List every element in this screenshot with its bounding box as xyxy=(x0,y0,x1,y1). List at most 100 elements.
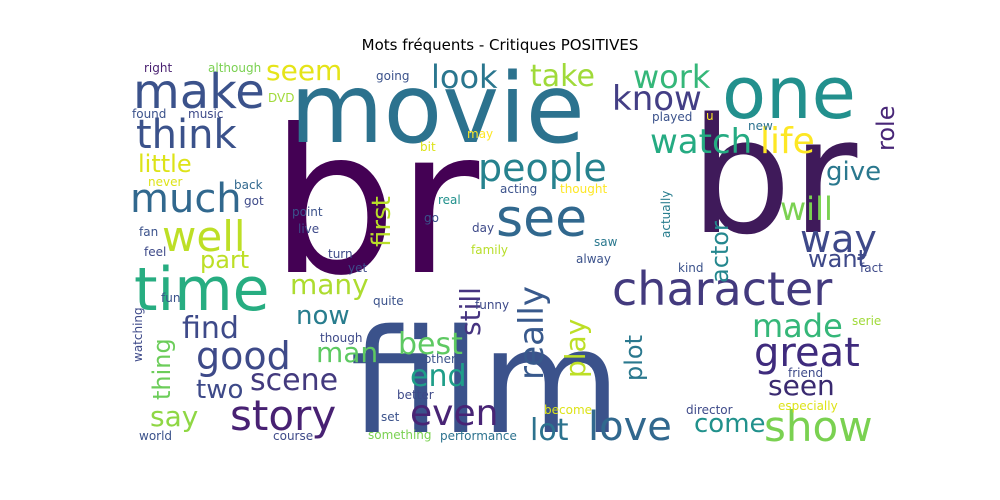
word-may-61: may xyxy=(467,127,493,141)
word-especially-95: especially xyxy=(778,399,838,413)
word-thought-63: thought xyxy=(560,182,607,196)
word-well-18: well xyxy=(162,212,246,261)
word-acting-64: acting xyxy=(500,182,537,196)
word-give-44: give xyxy=(826,157,881,187)
word-part-46: part xyxy=(200,246,249,274)
word-feel-74: feel xyxy=(144,245,166,259)
word-character-8: character xyxy=(612,262,832,316)
word-performance-99: performance xyxy=(440,429,517,443)
word-br-0: br xyxy=(270,87,480,320)
word-even-16: even xyxy=(410,393,498,434)
word-seen-34: seen xyxy=(768,369,835,402)
word-take-26: take xyxy=(530,59,595,94)
word-lot-31: lot xyxy=(530,413,569,448)
word-music-56: music xyxy=(188,107,223,121)
word-good-10: good xyxy=(196,334,291,378)
word-fan-73: fan xyxy=(139,225,158,239)
word-u-100: u xyxy=(706,109,714,123)
word-much-14: much xyxy=(130,176,242,222)
word-going-58: going xyxy=(376,69,410,83)
word-story-9: story xyxy=(230,391,336,440)
word-funny-86: funny xyxy=(475,298,509,312)
word-friend-90: friend xyxy=(788,366,823,380)
word-great-13: great xyxy=(754,330,860,376)
word-role-52: role xyxy=(872,106,900,151)
word-dvd-55: DVD xyxy=(268,91,294,105)
word-find-32: find xyxy=(182,311,239,346)
word-go-75: go xyxy=(424,211,439,225)
word-come-39: come xyxy=(694,409,766,439)
word-become-93: become xyxy=(544,403,592,417)
word-fun-83: fun xyxy=(161,291,180,305)
word-turn-77: turn xyxy=(328,247,353,261)
word-actor-50: actor xyxy=(706,221,734,283)
word-make-6: make xyxy=(133,64,265,120)
word-think-15: think xyxy=(136,112,238,158)
word-see-7: see xyxy=(496,189,587,249)
word-set-92: set xyxy=(381,410,400,424)
word-day-71: day xyxy=(472,221,494,235)
word-now-43: now xyxy=(296,301,350,331)
word-really-19: really xyxy=(512,286,552,380)
word-point-68: point xyxy=(292,205,323,219)
word-still-40: still xyxy=(454,287,487,336)
word-serie-87: serie xyxy=(852,314,881,328)
word-bit-62: bit xyxy=(420,140,436,154)
word-saw-78: saw xyxy=(594,235,618,249)
word-first-48: first xyxy=(367,196,397,247)
word-play-35: play xyxy=(559,319,592,378)
word-man-41: man xyxy=(316,336,378,369)
word-thing-51: thing xyxy=(148,338,176,400)
word-way-24: way xyxy=(800,217,877,261)
word-two-42: two xyxy=(196,375,243,405)
word-show-11: show xyxy=(764,402,873,451)
word-want-47: want xyxy=(808,245,867,273)
word-another-89: another xyxy=(409,352,456,366)
word-scene-29: scene xyxy=(250,363,338,398)
word-though-88: though xyxy=(320,331,362,345)
word-right-53: right xyxy=(144,61,172,75)
word-will-27: will xyxy=(780,190,833,228)
word-little-45: little xyxy=(138,150,192,178)
word-many-37: many xyxy=(290,268,369,301)
word-love-12: love xyxy=(588,404,672,450)
word-plot-49: plot xyxy=(620,335,648,381)
word-got-67: got xyxy=(244,194,264,208)
word-real-70: real xyxy=(438,193,461,207)
word-seem-36: seem xyxy=(266,54,342,87)
word-work-25: work xyxy=(633,58,711,96)
word-back-66: back xyxy=(234,178,263,192)
word-movie-2: movie xyxy=(290,53,585,165)
word-look-23: look xyxy=(431,58,498,96)
word-know-22: know xyxy=(612,79,702,119)
word-quite-85: quite xyxy=(373,294,404,308)
word-one-4: one xyxy=(722,51,856,135)
word-kind-81: kind xyxy=(678,261,704,275)
word-played-59: played xyxy=(652,110,692,124)
word-world-96: world xyxy=(139,429,172,443)
chart-title: Mots fréquents - Critiques POSITIVES xyxy=(361,36,639,54)
word-br-1: br xyxy=(690,83,858,270)
word-end-30: end xyxy=(410,359,467,394)
word-fact-82: fact xyxy=(860,261,883,275)
word-alway-79: alway xyxy=(576,252,611,266)
word-live-69: live xyxy=(298,222,319,236)
word-found-57: found xyxy=(132,107,166,121)
word-director-94: director xyxy=(686,403,733,417)
word-although-54: although xyxy=(208,61,261,75)
word-something-98: something xyxy=(368,428,432,442)
word-time-5: time xyxy=(134,255,270,325)
word-made-28: made xyxy=(752,307,843,345)
word-watch-21: watch xyxy=(650,122,752,162)
word-course-97: course xyxy=(273,429,313,443)
word-watching-84: watching xyxy=(131,307,145,362)
word-yet-80: yet xyxy=(348,261,367,275)
word-never-65: never xyxy=(148,175,182,189)
word-film-3: film xyxy=(350,298,621,466)
word-better-91: better xyxy=(397,388,434,402)
word-life-20: life xyxy=(760,121,815,162)
word-new-60: new xyxy=(748,119,773,133)
word-say-38: say xyxy=(150,400,198,433)
